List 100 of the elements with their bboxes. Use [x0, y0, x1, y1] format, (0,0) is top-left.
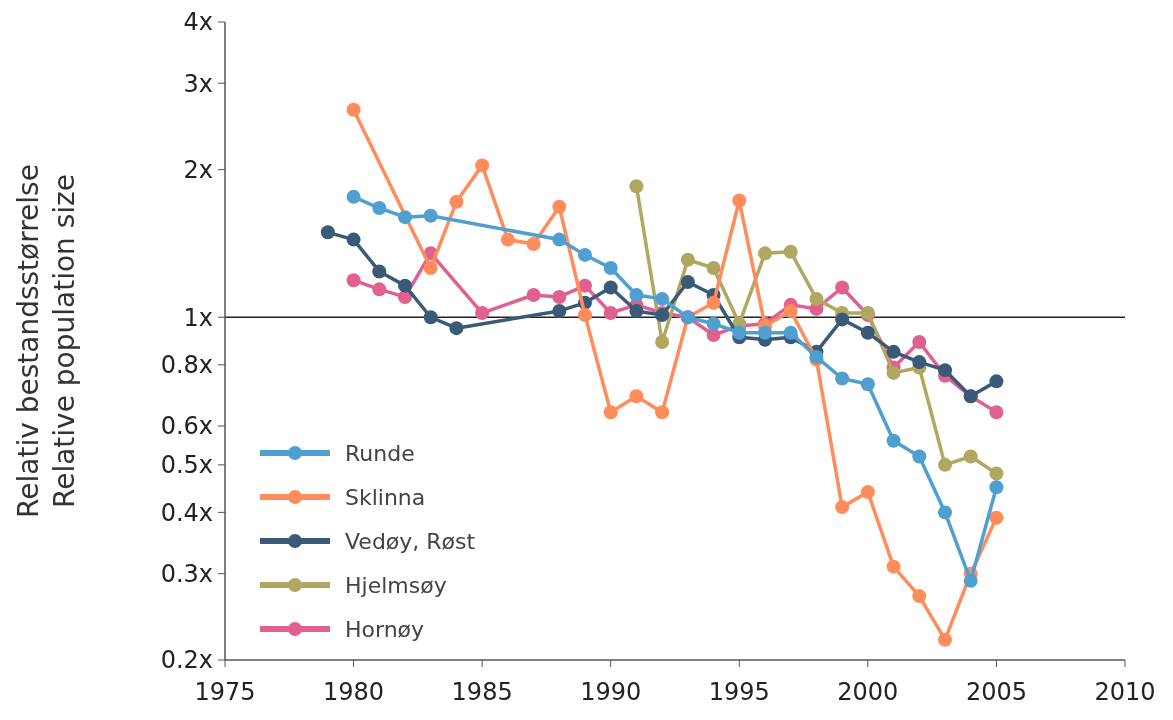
point — [732, 193, 747, 208]
legend-label: Runde — [345, 440, 415, 466]
point — [706, 295, 721, 310]
y-tick-label: 0.2x — [160, 646, 213, 675]
point — [809, 291, 824, 306]
point — [886, 433, 901, 448]
point — [578, 278, 592, 293]
point — [938, 457, 952, 472]
point — [552, 232, 567, 247]
legend-label: Vedøy, Røst — [345, 528, 476, 554]
x-tick-label: 1985 — [451, 678, 513, 706]
x-tick-label: 2000 — [837, 678, 899, 706]
point — [655, 335, 670, 350]
point — [912, 589, 927, 604]
point — [963, 573, 978, 588]
point — [680, 252, 695, 267]
point — [346, 102, 361, 117]
x-tick-label: 1990 — [580, 678, 642, 706]
legend-label: Hornøy — [345, 616, 425, 642]
point — [603, 261, 618, 276]
point — [346, 232, 361, 247]
point — [603, 405, 618, 420]
point — [989, 405, 1004, 420]
point — [629, 179, 644, 194]
point — [552, 289, 567, 304]
x-tick-label: 2005 — [965, 678, 1027, 706]
point — [989, 480, 1004, 495]
point — [372, 201, 387, 216]
point — [912, 335, 927, 350]
point — [526, 237, 541, 252]
point — [706, 261, 721, 276]
point — [783, 303, 798, 318]
x-tick-label: 1995 — [708, 678, 770, 706]
legend-label: Sklinna — [345, 484, 426, 510]
point — [449, 321, 464, 336]
point — [475, 306, 490, 321]
point — [629, 303, 644, 318]
point — [835, 500, 850, 515]
point — [372, 264, 387, 279]
point — [680, 274, 695, 289]
point — [886, 344, 901, 359]
point — [423, 310, 438, 325]
point — [912, 355, 927, 370]
point — [655, 405, 670, 420]
point — [578, 308, 592, 323]
point — [886, 365, 901, 380]
y-tick-label: 4x — [183, 8, 213, 37]
point — [320, 225, 335, 240]
point — [475, 158, 490, 173]
point — [938, 363, 952, 378]
y-tick-label: 0.8x — [160, 351, 213, 380]
y-tick-label: 0.3x — [160, 560, 213, 589]
y-tick-label: 0.4x — [160, 498, 213, 527]
point — [603, 280, 618, 295]
point — [398, 210, 412, 225]
point — [989, 510, 1004, 525]
point — [938, 505, 952, 520]
point — [552, 303, 567, 318]
point — [938, 632, 952, 647]
point — [989, 466, 1004, 481]
point — [912, 449, 927, 464]
point — [655, 291, 670, 306]
point — [783, 325, 798, 340]
point — [758, 325, 772, 340]
point — [835, 312, 850, 327]
point — [552, 199, 567, 214]
point — [398, 278, 412, 293]
point — [835, 371, 850, 386]
y-tick-label: 2x — [183, 156, 213, 185]
point — [886, 559, 901, 574]
point — [732, 325, 747, 340]
point — [449, 194, 464, 209]
legend-label: Hjelmsøy — [345, 572, 447, 598]
point — [860, 485, 875, 500]
point — [526, 288, 541, 303]
point — [989, 374, 1004, 389]
point — [500, 232, 515, 247]
y-tick-label: 0.5x — [160, 451, 213, 480]
x-tick-label: 1975 — [194, 678, 256, 706]
point — [963, 449, 978, 464]
y-tick-label: 3x — [183, 69, 213, 98]
point — [783, 244, 798, 259]
point — [835, 280, 850, 295]
point — [860, 325, 875, 340]
x-tick-label: 2010 — [1094, 678, 1156, 706]
point — [578, 247, 592, 262]
point — [372, 282, 387, 297]
point — [706, 316, 721, 331]
y-axis-title: Relativ bestandsstørrelse Relative population size — [12, 164, 81, 518]
point — [346, 189, 361, 204]
point — [346, 273, 361, 288]
point — [603, 306, 618, 321]
point — [423, 208, 438, 223]
x-tick-label: 1980 — [323, 678, 385, 706]
y-tick-label: 0.6x — [160, 412, 213, 441]
point — [629, 288, 644, 303]
point — [860, 377, 875, 392]
point — [758, 246, 772, 261]
point — [423, 261, 438, 276]
point — [629, 389, 644, 404]
